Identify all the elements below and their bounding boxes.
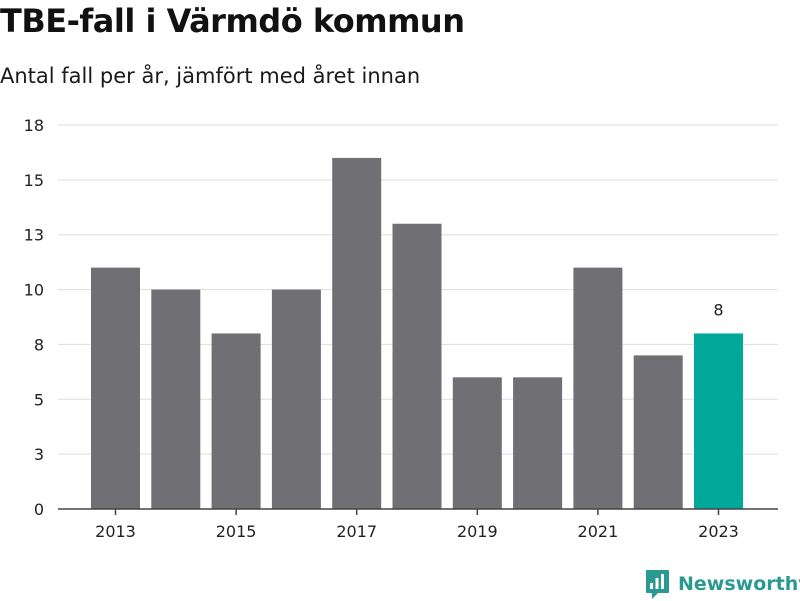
y-tick-label: 13 [24, 226, 44, 245]
bar-2013 [91, 267, 140, 509]
data-label: 8 [713, 300, 723, 319]
y-tick-label: 8 [34, 335, 44, 354]
y-tick-label: 5 [34, 390, 44, 409]
bar-2018 [392, 223, 442, 509]
bar-2021 [573, 267, 623, 509]
x-tick-label: 2017 [336, 522, 377, 541]
data-labels: 8 [713, 300, 723, 319]
y-tick-label: 18 [24, 116, 44, 135]
bar-2022 [633, 355, 683, 509]
chart-title: TBE-fall i Värmdö kommun [0, 2, 465, 40]
bar-2019 [452, 377, 502, 509]
x-tick-label: 2019 [457, 522, 498, 541]
brand-name: Newsworthy [678, 573, 800, 595]
y-axis: 0 3 5 8 10 13 15 18 [24, 116, 44, 519]
bars [91, 157, 743, 509]
chart-subtitle: Antal fall per år, jämfört med året inna… [0, 64, 421, 88]
bar-2017 [332, 157, 382, 509]
bar-2014 [151, 289, 201, 509]
y-tick-label: 10 [24, 281, 44, 300]
bar-2016 [271, 289, 321, 509]
x-axis: 2013 2015 2017 2019 2021 2023 [58, 508, 778, 541]
x-tick-label: 2023 [698, 522, 739, 541]
newsworthy-logo-icon [646, 570, 669, 599]
bar-2020 [513, 377, 563, 509]
x-tick-label: 2015 [216, 522, 257, 541]
y-tick-label: 3 [34, 445, 44, 464]
y-tick-label: 15 [24, 171, 44, 190]
brand-logo: Newsworthy [644, 567, 800, 601]
bar-2015 [211, 333, 261, 509]
bar-2023 [694, 333, 743, 509]
y-tick-label: 0 [34, 500, 44, 519]
x-tick-label: 2013 [95, 522, 136, 541]
x-tick-label: 2021 [578, 522, 619, 541]
